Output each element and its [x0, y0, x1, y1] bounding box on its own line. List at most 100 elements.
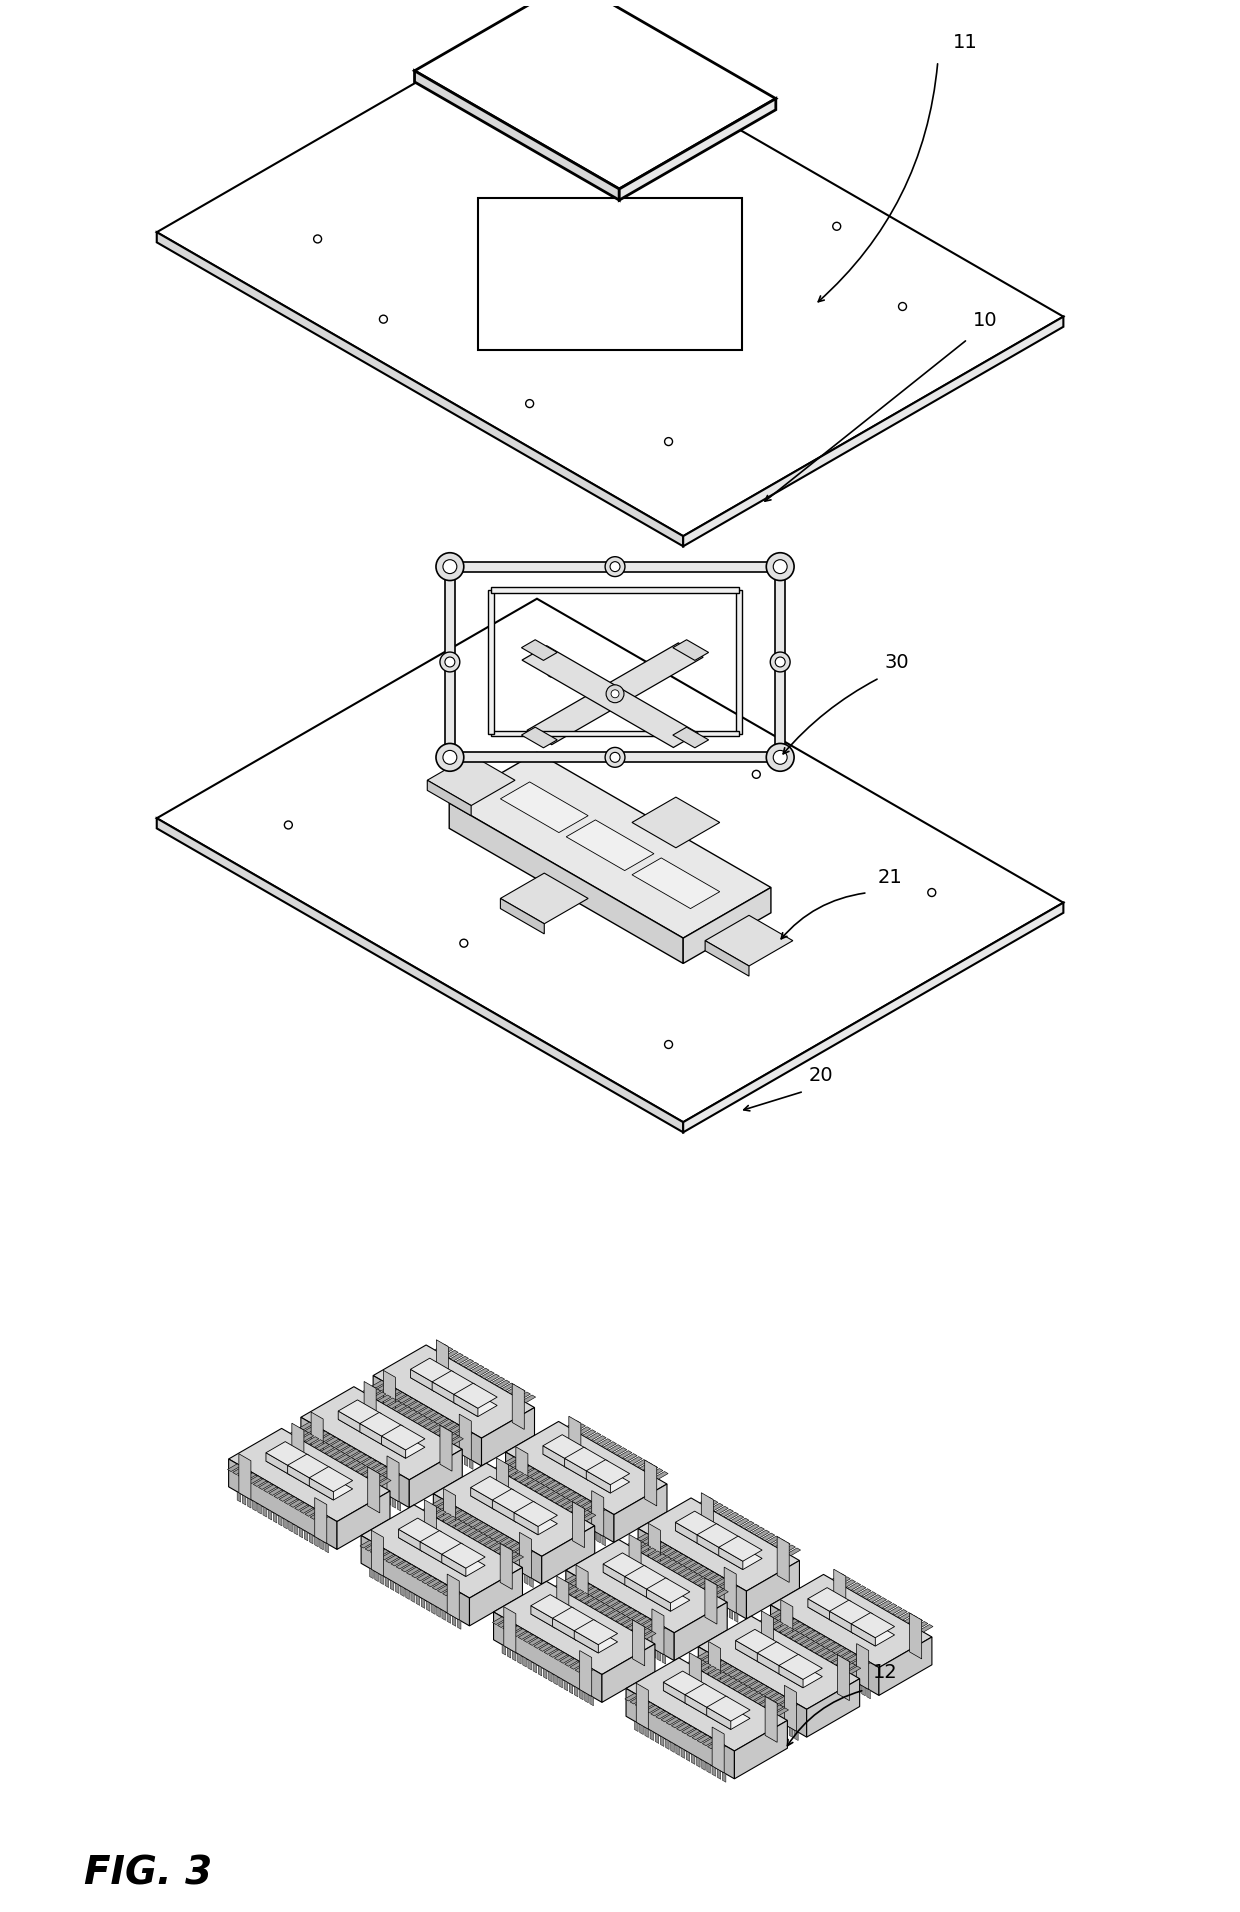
- Polygon shape: [689, 1575, 703, 1583]
- Polygon shape: [554, 1675, 557, 1684]
- Polygon shape: [775, 1625, 789, 1633]
- Polygon shape: [441, 1610, 445, 1619]
- Polygon shape: [680, 1570, 692, 1577]
- Polygon shape: [579, 1606, 583, 1616]
- Circle shape: [665, 1040, 672, 1048]
- Polygon shape: [474, 1522, 487, 1530]
- Polygon shape: [507, 1648, 511, 1658]
- Circle shape: [605, 556, 625, 577]
- Polygon shape: [708, 1642, 720, 1688]
- Polygon shape: [409, 1413, 422, 1421]
- Polygon shape: [780, 1616, 792, 1623]
- Polygon shape: [311, 1413, 324, 1459]
- Polygon shape: [361, 1535, 470, 1625]
- Polygon shape: [765, 1702, 779, 1709]
- Polygon shape: [790, 1644, 792, 1654]
- Polygon shape: [846, 1677, 849, 1686]
- Polygon shape: [370, 1568, 373, 1579]
- Polygon shape: [440, 1348, 453, 1356]
- Polygon shape: [382, 1424, 425, 1449]
- Polygon shape: [542, 1526, 595, 1585]
- Polygon shape: [418, 1428, 422, 1440]
- Polygon shape: [408, 1423, 412, 1434]
- Polygon shape: [444, 1423, 458, 1430]
- Polygon shape: [642, 1537, 655, 1545]
- Polygon shape: [830, 1600, 873, 1625]
- Polygon shape: [683, 1560, 697, 1568]
- Polygon shape: [720, 1509, 733, 1516]
- Polygon shape: [658, 1556, 672, 1564]
- Polygon shape: [708, 1669, 722, 1677]
- Polygon shape: [553, 1616, 596, 1640]
- Polygon shape: [559, 1677, 563, 1688]
- Polygon shape: [525, 1491, 528, 1501]
- Polygon shape: [842, 1652, 854, 1660]
- Polygon shape: [733, 1694, 737, 1706]
- Polygon shape: [491, 587, 739, 593]
- Polygon shape: [477, 1547, 481, 1558]
- Polygon shape: [391, 1558, 404, 1566]
- Polygon shape: [738, 1698, 742, 1707]
- Circle shape: [775, 658, 785, 667]
- Circle shape: [665, 438, 672, 445]
- Polygon shape: [785, 1619, 799, 1627]
- Polygon shape: [263, 1507, 267, 1516]
- Polygon shape: [569, 1683, 573, 1694]
- Polygon shape: [433, 1382, 456, 1403]
- Circle shape: [460, 939, 467, 946]
- Polygon shape: [464, 1516, 476, 1524]
- Polygon shape: [836, 1671, 839, 1681]
- Polygon shape: [362, 1470, 376, 1478]
- Polygon shape: [601, 1608, 615, 1616]
- Polygon shape: [831, 1667, 835, 1679]
- Polygon shape: [402, 1421, 405, 1430]
- Polygon shape: [671, 1721, 684, 1728]
- Polygon shape: [603, 1562, 646, 1587]
- Polygon shape: [305, 1509, 319, 1516]
- Polygon shape: [371, 1547, 383, 1554]
- Polygon shape: [382, 1386, 396, 1394]
- Polygon shape: [713, 1744, 725, 1751]
- Polygon shape: [698, 1646, 807, 1738]
- Polygon shape: [769, 1610, 782, 1618]
- Polygon shape: [471, 1365, 484, 1373]
- Polygon shape: [379, 1574, 383, 1585]
- Polygon shape: [424, 1423, 438, 1430]
- Polygon shape: [248, 1476, 262, 1484]
- Polygon shape: [579, 1650, 591, 1696]
- Polygon shape: [434, 1344, 448, 1352]
- Polygon shape: [816, 1637, 830, 1644]
- Polygon shape: [637, 1629, 651, 1637]
- Polygon shape: [587, 1468, 630, 1493]
- Polygon shape: [735, 591, 742, 734]
- Polygon shape: [331, 1440, 343, 1447]
- Polygon shape: [495, 1547, 508, 1554]
- Polygon shape: [915, 1621, 928, 1629]
- Polygon shape: [258, 1482, 272, 1489]
- Polygon shape: [515, 1486, 518, 1495]
- Polygon shape: [546, 1503, 548, 1512]
- Polygon shape: [450, 1436, 464, 1444]
- Polygon shape: [595, 1616, 599, 1625]
- Polygon shape: [647, 1623, 661, 1631]
- Polygon shape: [253, 1478, 267, 1486]
- Polygon shape: [583, 1512, 596, 1520]
- Polygon shape: [382, 1434, 425, 1459]
- Polygon shape: [770, 1621, 784, 1629]
- Polygon shape: [904, 1616, 918, 1623]
- Polygon shape: [387, 1411, 391, 1423]
- Polygon shape: [739, 1686, 753, 1694]
- Polygon shape: [382, 1436, 405, 1459]
- Polygon shape: [315, 1497, 327, 1543]
- Polygon shape: [427, 1579, 440, 1587]
- Polygon shape: [156, 231, 683, 547]
- Polygon shape: [662, 1549, 676, 1556]
- Polygon shape: [393, 1403, 407, 1411]
- Circle shape: [284, 820, 293, 830]
- Polygon shape: [663, 1679, 707, 1704]
- Polygon shape: [627, 1539, 641, 1547]
- Polygon shape: [341, 1445, 355, 1453]
- Polygon shape: [703, 1665, 717, 1673]
- Polygon shape: [471, 1488, 495, 1510]
- Polygon shape: [827, 1654, 841, 1662]
